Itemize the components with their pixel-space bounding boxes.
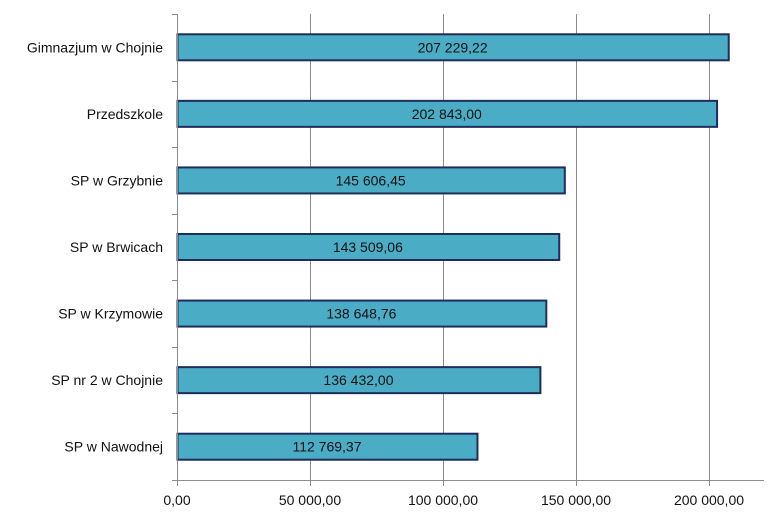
- data-label-sp-w-brwicach: 143 509,06: [333, 239, 403, 255]
- data-label-sp-w-nawodnej: 112 769,37: [292, 439, 361, 455]
- bar-sp-w-nawodnej: [176, 432, 479, 461]
- data-label-sp-nr-2-w-chojnie: 136 432,00: [323, 372, 393, 388]
- category-label-sp-w-brwicach: SP w Brwicach: [70, 239, 163, 255]
- category-label-sp-w-grzybnie: SP w Grzybnie: [71, 172, 164, 188]
- bar-sp-w-grzybnie: [176, 166, 566, 195]
- category-label-sp-w-krzymowie: SP w Krzymowie: [58, 306, 163, 322]
- data-label-sp-w-krzymowie: 138 648,76: [326, 306, 396, 322]
- x-tick-label-3: 150 000,00: [541, 492, 611, 508]
- category-label-gimnazjum-w-chojnie: Gimnazjum w Chojnie: [27, 39, 163, 55]
- bar-gimnazjum-w-chojnie: [176, 33, 730, 62]
- x-tick-label-0: 0,00: [163, 492, 190, 508]
- data-label-sp-w-grzybnie: 145 606,45: [336, 172, 406, 188]
- x-tick-label-1: 50 000,00: [279, 492, 341, 508]
- bar-przedszkole: [176, 99, 719, 128]
- data-label-gimnazjum-w-chojnie: 207 229,22: [418, 39, 488, 55]
- data-label-przedszkole: 202 843,00: [412, 106, 482, 122]
- x-tick-label-2: 100 000,00: [408, 492, 478, 508]
- bars: [176, 33, 730, 461]
- category-label-sp-nr-2-w-chojnie: SP nr 2 w Chojnie: [51, 372, 163, 388]
- category-label-sp-w-nawodnej: SP w Nawodnej: [64, 439, 163, 455]
- category-label-przedszkole: Przedszkole: [87, 106, 163, 122]
- x-tick-label-4: 200 000,00: [674, 492, 744, 508]
- labels: 207 229,22 Gimnazjum w Chojnie 202 843,00 P…: [27, 39, 744, 508]
- axes: [172, 14, 764, 486]
